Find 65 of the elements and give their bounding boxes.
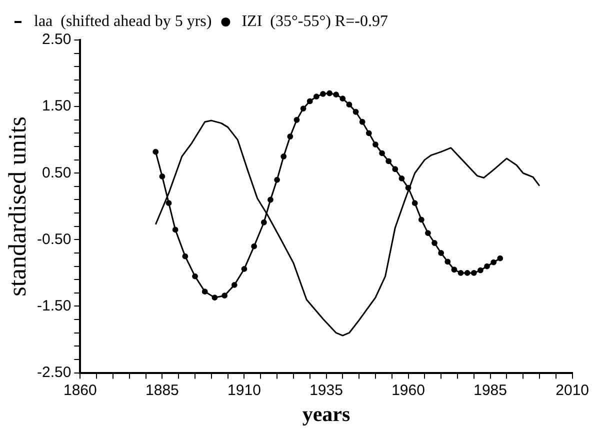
point [386, 158, 392, 164]
point [412, 200, 418, 206]
x-tick-label: 1885 [146, 382, 179, 399]
point [484, 263, 490, 270]
point [458, 270, 464, 276]
point [340, 96, 346, 102]
point [300, 106, 306, 112]
y-tick-label: -1.50 [36, 297, 72, 314]
point [333, 92, 340, 98]
legend-label: IZI (35°-55°) R=-0.97 [242, 13, 388, 30]
point [320, 90, 326, 97]
y-tick-label: -2.50 [36, 364, 72, 381]
point [182, 253, 188, 260]
point [287, 134, 294, 140]
point [231, 282, 238, 288]
point [366, 130, 372, 136]
y-axis-title: standardised units [4, 116, 32, 296]
point [241, 266, 248, 272]
point [490, 259, 497, 266]
point [260, 219, 267, 226]
y-tick-label: 1.50 [42, 98, 72, 115]
point [497, 255, 504, 262]
point [294, 116, 300, 123]
point [352, 108, 359, 115]
point [280, 154, 287, 160]
x-axis-title: years [302, 402, 350, 426]
point [398, 175, 405, 182]
point [432, 240, 438, 246]
point [464, 270, 470, 276]
point [268, 196, 274, 203]
point [372, 142, 378, 148]
point [222, 292, 228, 299]
point [379, 150, 385, 156]
point [152, 148, 159, 155]
point [444, 258, 451, 265]
point [313, 94, 320, 100]
point [172, 226, 178, 233]
point [159, 174, 166, 180]
point [202, 288, 208, 295]
point [359, 118, 366, 125]
point [438, 250, 444, 256]
legend-label: laa (shifted ahead by 5 yrs) [34, 13, 212, 30]
x-tick-label: 1935 [310, 382, 343, 399]
point [470, 270, 477, 276]
y-tick-label: 0.50 [42, 164, 72, 182]
point [451, 266, 458, 273]
y-tick-label: -0.50 [36, 230, 72, 248]
x-tick-label: 1860 [64, 382, 97, 399]
x-tick-label: 1960 [392, 382, 425, 399]
x-tick-label: 1985 [474, 382, 507, 399]
point [212, 294, 218, 301]
point [478, 267, 484, 274]
point [166, 200, 172, 206]
point [418, 216, 424, 223]
point [192, 273, 198, 280]
x-tick-label: 1910 [228, 382, 261, 399]
point [306, 98, 313, 104]
point [425, 230, 431, 236]
point [274, 176, 280, 183]
y-tick-label: 2.50 [42, 31, 72, 48]
point [326, 90, 332, 96]
point [346, 102, 352, 108]
x-tick-label: 2010 [556, 382, 590, 399]
point [392, 166, 398, 172]
point [251, 243, 258, 250]
